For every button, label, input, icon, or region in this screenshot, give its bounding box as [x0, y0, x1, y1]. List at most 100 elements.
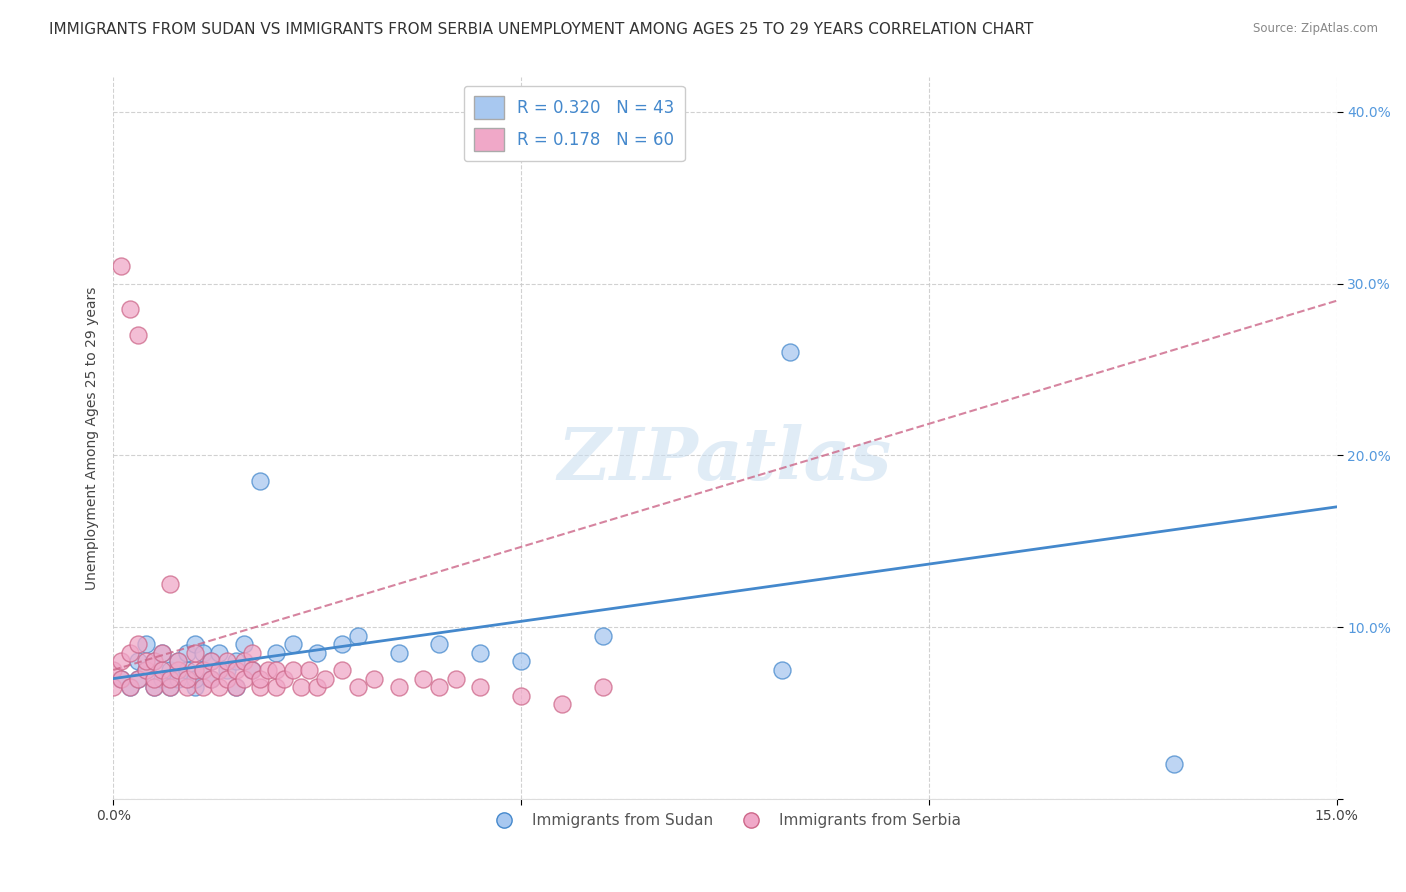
Point [225, 655, 247, 669]
Point [249, 474, 271, 488]
Point [314, 672, 336, 686]
Text: IMMIGRANTS FROM SUDAN VS IMMIGRANTS FROM SERBIA UNEMPLOYMENT AMONG AGES 25 TO 29: IMMIGRANTS FROM SUDAN VS IMMIGRANTS FROM… [49, 22, 1033, 37]
Point [470, 680, 492, 694]
Point [225, 663, 247, 677]
Point [429, 637, 451, 651]
Point [176, 680, 198, 694]
Point [225, 680, 247, 694]
Point [200, 655, 222, 669]
Point [240, 663, 263, 677]
Point [167, 655, 190, 669]
Point [388, 680, 411, 694]
Point [510, 689, 533, 703]
Point [135, 637, 157, 651]
Point [249, 672, 271, 686]
Point [184, 646, 207, 660]
Y-axis label: Unemployment Among Ages 25 to 29 years: Unemployment Among Ages 25 to 29 years [86, 286, 100, 590]
Point [127, 655, 149, 669]
Point [249, 680, 271, 694]
Point [184, 672, 207, 686]
Point [307, 680, 329, 694]
Point [110, 672, 132, 686]
Point [191, 646, 214, 660]
Point [281, 663, 304, 677]
Point [135, 663, 157, 677]
Point [208, 680, 231, 694]
Point [330, 637, 353, 651]
Point [143, 655, 166, 669]
Text: ZIPatlas: ZIPatlas [558, 425, 891, 495]
Point [200, 655, 222, 669]
Point [347, 680, 370, 694]
Point [159, 672, 181, 686]
Point [257, 663, 280, 677]
Point [150, 646, 173, 660]
Point [779, 345, 801, 359]
Point [127, 672, 149, 686]
Point [290, 680, 312, 694]
Point [159, 680, 181, 694]
Point [388, 646, 411, 660]
Point [127, 328, 149, 343]
Point [510, 655, 533, 669]
Point [298, 663, 321, 677]
Point [118, 680, 141, 694]
Point [135, 655, 157, 669]
Point [232, 655, 254, 669]
Point [150, 663, 173, 677]
Point [159, 663, 181, 677]
Point [266, 646, 288, 660]
Point [208, 663, 231, 677]
Point [176, 663, 198, 677]
Point [184, 663, 207, 677]
Point [200, 672, 222, 686]
Point [330, 663, 353, 677]
Point [176, 646, 198, 660]
Point [551, 698, 574, 712]
Point [184, 680, 207, 694]
Point [200, 672, 222, 686]
Point [266, 663, 288, 677]
Point [143, 655, 166, 669]
Point [217, 655, 239, 669]
Point [217, 672, 239, 686]
Point [184, 637, 207, 651]
Point [159, 577, 181, 591]
Point [127, 637, 149, 651]
Point [225, 680, 247, 694]
Point [103, 680, 125, 694]
Point [592, 680, 614, 694]
Point [240, 646, 263, 660]
Point [240, 663, 263, 677]
Point [470, 646, 492, 660]
Point [191, 663, 214, 677]
Point [127, 672, 149, 686]
Point [191, 663, 214, 677]
Legend: Immigrants from Sudan, Immigrants from Serbia: Immigrants from Sudan, Immigrants from S… [484, 807, 967, 835]
Point [281, 637, 304, 651]
Point [592, 629, 614, 643]
Point [208, 646, 231, 660]
Point [167, 663, 190, 677]
Point [429, 680, 451, 694]
Point [1163, 757, 1185, 772]
Point [266, 680, 288, 694]
Point [217, 663, 239, 677]
Point [143, 680, 166, 694]
Point [191, 680, 214, 694]
Point [273, 672, 295, 686]
Point [150, 672, 173, 686]
Point [232, 672, 254, 686]
Point [143, 672, 166, 686]
Point [307, 646, 329, 660]
Point [135, 663, 157, 677]
Point [770, 663, 793, 677]
Point [167, 672, 190, 686]
Point [176, 672, 198, 686]
Point [103, 663, 125, 677]
Point [110, 672, 132, 686]
Point [167, 655, 190, 669]
Point [363, 672, 385, 686]
Point [110, 260, 132, 274]
Point [150, 646, 173, 660]
